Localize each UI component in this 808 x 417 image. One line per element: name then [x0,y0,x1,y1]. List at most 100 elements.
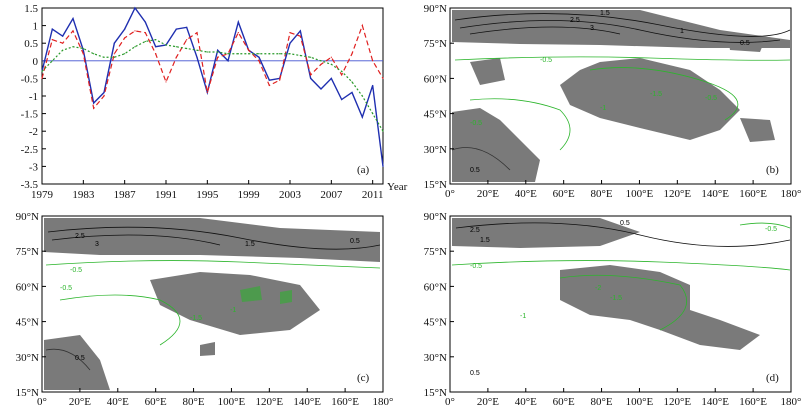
series-0-point [196,56,198,58]
svg-text:-0.5: -0.5 [540,57,552,64]
series-0-point [372,84,374,87]
lon-tick-label: 20°E [477,188,499,200]
series-0-point [124,28,126,30]
panel-d-contour-labels: 0.5 2.5 1.5 -0.5 -1 -1.5 -2 -0.5 0.5 [470,220,777,377]
series-2-point [93,53,95,55]
lat-tick-label: 45°N [424,317,447,329]
series-0-point [155,46,157,48]
series-0-point [175,28,177,30]
series-0-point [289,42,291,44]
series-0-point [237,21,239,23]
series-2-point [330,63,332,65]
panel-c-contour-labels: 2.5 3 1.5 0.5 -0.5 -1.5 -1 -0.5 0.5 [60,233,360,362]
panel-b-label: (b) [766,164,779,176]
series-2-point [41,70,43,72]
lon-tick-label: 160°E [739,188,767,200]
x-tick-label: 1983 [72,189,95,201]
lon-tick-label: 40°E [107,396,129,408]
lon-tick-label: 60°E [145,396,167,408]
x-tick-label: 1987 [114,189,137,201]
lon-tick-label: 140°E [701,396,729,408]
panel-a-label: (a) [357,164,370,176]
series-0-point [103,91,105,94]
lat-tick-label: 75°N [16,246,39,258]
series-2-point [206,51,208,53]
series-1-point [196,32,198,34]
lat-tick-label: 90°N [424,3,447,15]
svg-text:3: 3 [590,25,594,32]
svg-text:0.5: 0.5 [75,355,85,362]
svg-text:0.5: 0.5 [620,220,630,227]
svg-text:2.5: 2.5 [75,233,85,240]
x-tick-label: 2003 [279,189,302,201]
series-0-point [299,30,301,32]
svg-text:-0.5: -0.5 [470,120,482,127]
series-2-point [82,47,84,50]
series-2-point [155,39,157,41]
series-2-point [196,49,198,51]
lat-tick-label: 15°N [424,179,447,191]
lon-tick-label: 60°E [553,188,575,200]
lon-tick-label: 40°E [515,396,537,408]
lat-tick-label: 45°N [424,109,447,121]
series-1-point [51,39,53,41]
series-2-point [144,40,146,43]
y-tick-label: 0 [33,56,39,68]
series-1-point [175,56,177,58]
series-1-point [320,63,322,65]
series-0-point [341,98,343,101]
svg-text:-1: -1 [520,313,526,320]
series-2-point [268,53,270,55]
series-2-point [372,113,374,115]
lat-tick-label: 30°N [424,352,447,364]
series-line-0 [41,6,384,167]
series-1-point [279,79,281,81]
x-tick-label: 1999 [238,189,261,201]
series-2-point [134,46,136,48]
lat-tick-label: 60°N [424,73,447,85]
series-2-point [72,46,74,48]
series-2-point [62,49,64,51]
x-tick-label: 1995 [196,189,219,201]
svg-text:3: 3 [95,241,99,248]
series-2-point [310,56,312,58]
series-1-point [62,42,64,44]
series-0-point [310,77,312,79]
y-tick-label: -2 [29,126,38,138]
series-0-point [268,79,270,81]
panel-c-shading [44,218,380,390]
series-1-point [134,30,136,32]
x-tick-label: 1991 [155,189,177,201]
lon-tick-label: 0° [445,188,455,200]
svg-text:-0.5: -0.5 [60,285,72,292]
panel-c-map: 2.5 3 1.5 0.5 -0.5 -1.5 -1 -0.5 0.5 90°N… [16,211,394,408]
svg-text:0.5: 0.5 [470,370,480,377]
svg-text:-1.5: -1.5 [610,295,622,302]
series-0-point [72,17,74,20]
series-0-point [62,35,64,37]
svg-text:2.5: 2.5 [570,17,580,24]
x-tick-label: 1979 [31,189,54,201]
series-2-point [175,46,177,48]
lon-tick-label: 120°E [664,396,692,408]
lon-tick-label: 160°E [331,396,359,408]
svg-text:-0.5: -0.5 [765,226,777,233]
series-2-point [165,44,167,46]
lat-tick-label: 15°N [424,387,447,399]
series-2-point [186,47,188,50]
series-2-point [217,51,219,53]
x-tick-label: 2011 [362,189,384,201]
y-tick-label: 0.5 [24,38,38,50]
series-1-point [217,56,219,58]
svg-text:-0.5: -0.5 [470,263,482,270]
series-line-2 [41,39,384,132]
panel-d-label: (d) [766,372,779,384]
series-2-point [124,53,126,55]
series-2-point [227,53,229,55]
x-tick-label: 2007 [320,189,343,201]
series-1-point [341,74,343,76]
series-0-point [351,91,353,94]
svg-text:-1: -1 [230,307,236,314]
